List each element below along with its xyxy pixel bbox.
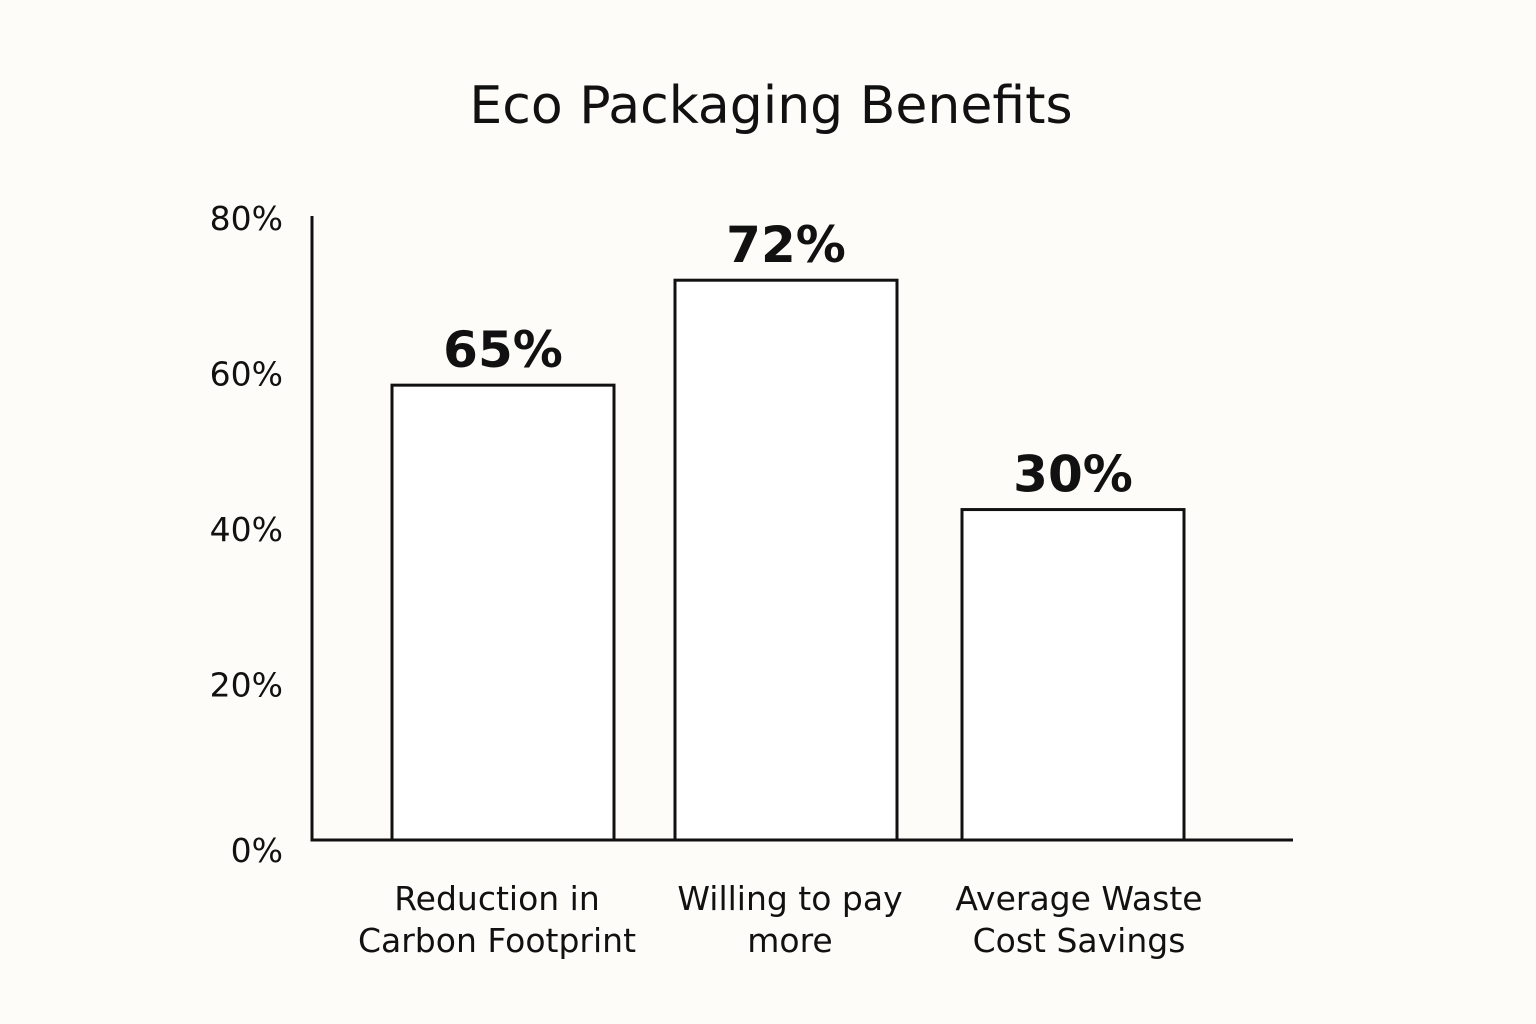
category-label: Cost Savings <box>973 921 1186 960</box>
axes <box>310 216 1293 842</box>
category-label: Average Waste <box>955 879 1202 918</box>
y-tick-label: 40% <box>210 510 283 549</box>
category-label: Carbon Footprint <box>358 921 636 960</box>
category-label: Reduction in <box>394 879 600 918</box>
bar <box>390 383 616 842</box>
data-labels: 65% 72% 30% <box>443 216 1133 503</box>
category-label: Willing to pay <box>677 879 902 918</box>
y-tick-label: 20% <box>210 666 283 705</box>
data-label: 30% <box>1013 446 1133 504</box>
chart-title: Eco Packaging Benefits <box>469 76 1072 136</box>
y-tick-label: 0% <box>231 831 283 870</box>
y-axis-ticks: 0% 20% 40% 60% 80% <box>210 199 283 870</box>
bars <box>390 278 1186 842</box>
y-tick-label: 60% <box>210 355 283 394</box>
bar <box>960 508 1186 842</box>
data-label: 65% <box>443 321 563 379</box>
category-label: more <box>747 921 832 960</box>
data-label: 72% <box>726 216 846 274</box>
bar <box>673 278 899 842</box>
y-tick-label: 80% <box>210 199 283 238</box>
